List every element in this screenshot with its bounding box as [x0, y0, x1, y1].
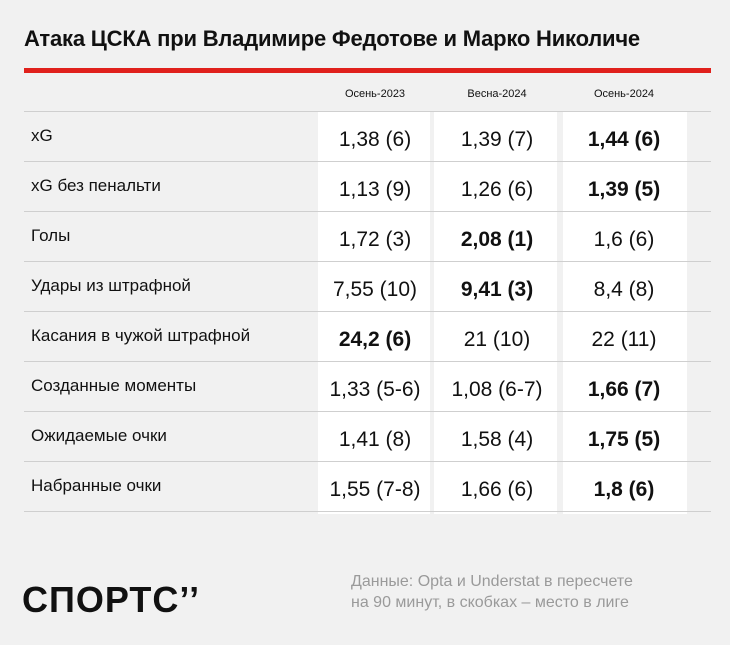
- row-label: Голы: [31, 226, 71, 245]
- column-background: [434, 111, 557, 514]
- table-cell: 1,44 (6): [587, 128, 661, 151]
- row-divider: [24, 361, 711, 362]
- table-cell: 1,66 (6): [460, 478, 534, 501]
- row-divider: [24, 511, 711, 512]
- table-cell: 1,08 (6-7): [451, 378, 543, 401]
- table-cell: 24,2 (6): [338, 328, 412, 351]
- table-cell: 1,66 (7): [587, 378, 661, 401]
- row-label: Созданные моменты: [31, 376, 197, 395]
- row-label: xG без пенальти: [31, 176, 161, 195]
- row-label: Удары из штрафной: [31, 276, 191, 295]
- table-cell: 7,55 (10): [332, 278, 418, 301]
- row-divider: [24, 311, 711, 312]
- table-cell: 9,41 (3): [460, 278, 534, 301]
- table-cell: 1,26 (6): [460, 178, 534, 201]
- table-cell: 1,55 (7-8): [329, 478, 421, 501]
- sports-logo: СПОРТС’’: [22, 579, 202, 625]
- table-cell: 21 (10): [463, 328, 531, 351]
- table-cell: 1,8 (6): [593, 478, 655, 501]
- table-cell: 1,6 (6): [593, 228, 655, 251]
- row-divider: [24, 211, 711, 212]
- table-cell: 1,75 (5): [587, 428, 661, 451]
- source-note: Данные: Opta и Understat в пересчете на …: [351, 571, 711, 613]
- chart-title: Атака ЦСКА при Владимире Федотове и Марк…: [24, 26, 640, 51]
- table-cell: 1,72 (3): [338, 228, 412, 251]
- row-divider: [24, 411, 711, 412]
- row-label: xG: [31, 126, 53, 145]
- table-cell: 1,39 (7): [460, 128, 534, 151]
- sports-logo-mark: СПОРТС’’: [22, 579, 200, 620]
- table-cell: 1,33 (5-6): [329, 378, 421, 401]
- column-header: Весна-2024: [467, 88, 527, 100]
- table-cell: 22 (11): [591, 328, 657, 351]
- table-cell: 1,38 (6): [338, 128, 412, 151]
- column-header: Осень-2024: [593, 88, 655, 100]
- source-note-line-1: Данные: Opta и Understat в пересчете: [351, 573, 633, 590]
- column-background: [318, 111, 430, 514]
- source-note-line-2: на 90 минут, в скобках – место в лиге: [351, 594, 629, 611]
- table-cell: 1,41 (8): [338, 428, 412, 451]
- row-divider: [24, 461, 711, 462]
- row-divider: [24, 161, 711, 162]
- row-label: Набранные очки: [31, 476, 162, 495]
- table-cell: 1,13 (9): [338, 178, 412, 201]
- table-cell: 1,58 (4): [460, 428, 534, 451]
- title-underline: [24, 68, 711, 73]
- row-divider: [24, 261, 711, 262]
- column-background: [563, 111, 687, 514]
- logo-text: СПОРТС’’: [22, 580, 200, 620]
- row-label: Касания в чужой штрафной: [31, 326, 251, 345]
- column-header: Осень-2023: [344, 88, 406, 100]
- table-cell: 2,08 (1): [460, 228, 534, 251]
- row-divider: [24, 111, 711, 112]
- row-label: Ожидаемые очки: [31, 426, 167, 445]
- table-cell: 1,39 (5): [587, 178, 661, 201]
- table-cell: 8,4 (8): [593, 278, 655, 301]
